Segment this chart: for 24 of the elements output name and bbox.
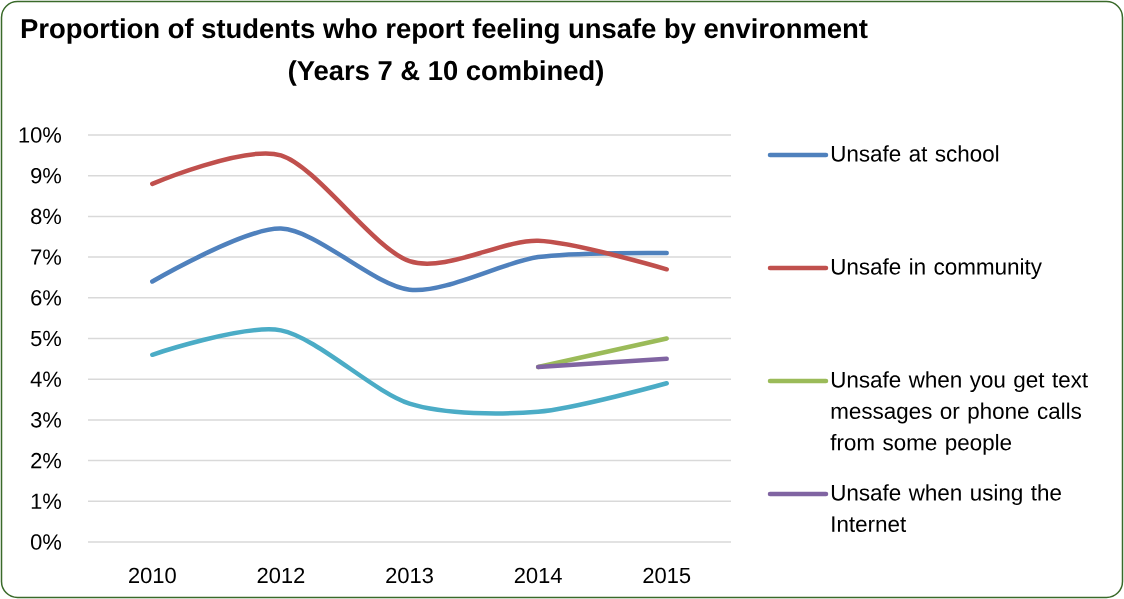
y-tick-label: 4% — [30, 371, 62, 387]
y-tick-label: 2% — [31, 452, 62, 469]
line-series — [150, 327, 669, 416]
chart-title: Proportion of students who report feeling unsafe by environment — [21, 18, 868, 44]
line-series — [150, 226, 669, 293]
y-tick-label: 1% — [31, 493, 62, 509]
legend-label: Unsafe when using the Internet — [831, 484, 1061, 533]
x-tick-label: 2015 — [643, 567, 691, 584]
x-tick-label: 2013 — [386, 567, 433, 584]
y-tick-label: 5% — [31, 330, 62, 347]
y-tick-label: 6% — [31, 290, 62, 306]
y-tick-label: 0% — [30, 534, 62, 550]
x-tick-label: 2012 — [257, 567, 305, 584]
x-tick-label: 2010 — [129, 567, 176, 584]
y-tick-label: 10% — [19, 127, 62, 143]
chart-subtitle: (Years 7 & 10 combined) — [289, 60, 603, 86]
legend-label: Unsafe at school — [831, 145, 999, 162]
y-tick-label: 3% — [30, 412, 62, 428]
y-tick-label: 9% — [31, 167, 62, 184]
x-tick-label: 2014 — [514, 567, 562, 584]
y-tick-label: 7% — [31, 249, 62, 265]
legend-label: Unsafe in community — [831, 258, 1042, 280]
y-tick-label: 8% — [31, 208, 62, 225]
legend-label: Unsafe when you get text messages or phone calls from some people — [830, 371, 1088, 455]
